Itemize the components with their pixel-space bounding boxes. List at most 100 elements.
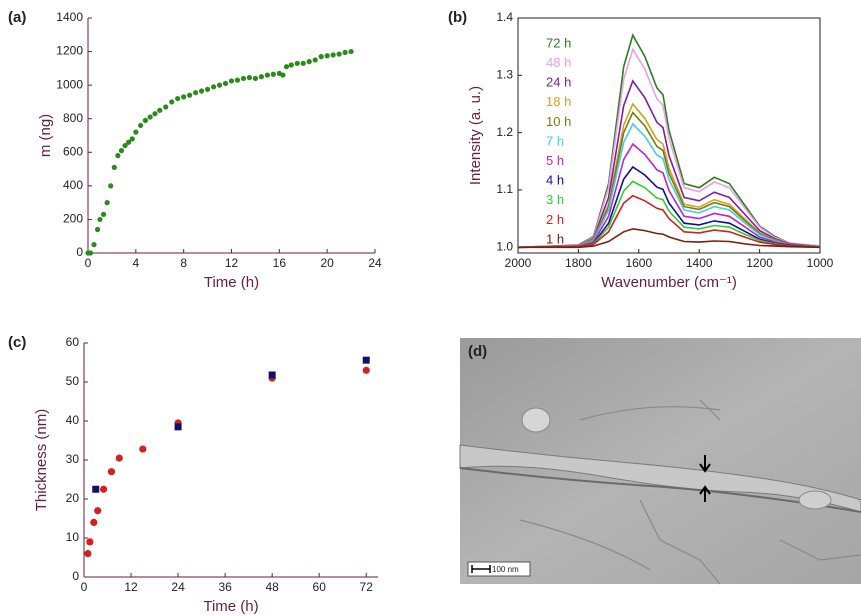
scale-bar-label: 100 nm — [492, 565, 519, 574]
point — [107, 468, 116, 476]
point — [84, 550, 92, 558]
y-tick-label: 20 — [66, 491, 80, 505]
point — [252, 75, 259, 82]
y-axis-label: Intensity (a. u.) — [467, 86, 484, 185]
legend-entry: 4 h — [546, 173, 564, 188]
point — [324, 53, 330, 59]
spectrum-line — [518, 228, 821, 249]
point — [228, 78, 235, 84]
spectrum-line — [517, 122, 821, 249]
point — [126, 139, 132, 145]
legend-entry: 24 h — [546, 75, 571, 90]
point — [336, 51, 342, 57]
spectrum-line — [517, 165, 821, 249]
x-tick-label: 12 — [124, 580, 138, 594]
y-tick-label: 1.1 — [496, 182, 513, 196]
x-axis-label: Time (h) — [203, 598, 258, 615]
point — [181, 94, 187, 100]
point — [348, 48, 354, 55]
point — [133, 129, 139, 135]
x-tick-label: 60 — [313, 580, 327, 594]
legend-entry: 18 h — [546, 94, 571, 109]
y-tick-label: 60 — [66, 335, 80, 349]
y-tick-label: 200 — [63, 212, 83, 226]
point — [100, 485, 108, 493]
y-tick-label: 10 — [66, 530, 80, 544]
x-tick-label: 16 — [273, 256, 287, 270]
spectrum-line — [517, 79, 821, 249]
point — [86, 538, 94, 546]
point — [283, 64, 290, 70]
point — [87, 250, 93, 256]
y-tick-label: 40 — [66, 413, 80, 427]
point — [100, 211, 107, 217]
point — [157, 107, 163, 113]
point — [175, 95, 181, 102]
point — [294, 60, 300, 66]
legend-entry: 5 h — [546, 153, 564, 168]
x-tick-label: 1600 — [625, 256, 652, 270]
legend-entry: 7 h — [546, 133, 564, 148]
panel-label: (b) — [448, 9, 467, 26]
sem-image: 100 nm (d) — [459, 338, 861, 585]
y-axis-label: Thickness (nm) — [33, 409, 50, 512]
x-tick-label: 48 — [265, 580, 279, 594]
point — [152, 111, 158, 117]
x-tick-label: 36 — [218, 580, 232, 594]
x-tick-label: 24 — [368, 256, 382, 270]
point — [362, 356, 370, 364]
y-tick-label: 1200 — [56, 44, 83, 58]
panel-label: (d) — [468, 343, 487, 360]
x-tick-label: 72 — [360, 580, 374, 594]
x-tick-label: 24 — [171, 580, 185, 594]
point — [129, 136, 135, 142]
point — [142, 117, 148, 123]
plot-frame — [517, 17, 821, 254]
y-tick-label: 1.2 — [496, 125, 513, 139]
x-tick-label: 0 — [85, 256, 92, 270]
legend-entry: 48 h — [546, 55, 571, 70]
point — [163, 104, 169, 110]
panel-label: (c) — [8, 334, 26, 351]
x-tick-label: 12 — [225, 256, 239, 270]
x-axis-label: Wavenumber (cm⁻¹) — [601, 274, 737, 291]
point — [210, 84, 217, 90]
spectrum-line — [517, 142, 821, 249]
point — [330, 52, 336, 58]
x-tick-label: 1400 — [686, 256, 713, 270]
legend-entry: 1 h — [546, 231, 564, 246]
legend-entry: 2 h — [546, 212, 564, 227]
legend-entry: 10 h — [546, 114, 571, 129]
point — [108, 183, 114, 189]
point — [318, 54, 324, 60]
point — [104, 200, 110, 206]
legend-entry: 3 h — [546, 192, 564, 207]
point — [111, 164, 117, 170]
point — [94, 226, 101, 233]
point — [90, 518, 98, 527]
spectrum-line — [517, 180, 821, 249]
point — [264, 72, 270, 78]
x-tick-label: 2000 — [505, 256, 532, 270]
point — [342, 49, 348, 56]
x-axis-label: Time (h) — [204, 274, 259, 291]
point — [174, 423, 182, 431]
point — [169, 99, 175, 105]
point — [138, 122, 144, 129]
point — [115, 153, 121, 159]
y-tick-label: 1.4 — [496, 10, 513, 24]
y-axis-label: m (ng) — [37, 114, 54, 157]
y-tick-label: 400 — [63, 178, 83, 192]
y-tick-label: 1.0 — [496, 239, 513, 253]
y-tick-label: 30 — [66, 452, 80, 466]
x-tick-label: 20 — [320, 256, 334, 270]
point — [139, 445, 147, 453]
point — [94, 507, 102, 515]
y-tick-label: 600 — [63, 144, 83, 158]
spectrum-line — [517, 47, 821, 249]
point — [268, 371, 276, 379]
y-tick-label: 0 — [76, 245, 83, 259]
point — [199, 88, 205, 94]
x-tick-label: 1000 — [807, 256, 834, 270]
